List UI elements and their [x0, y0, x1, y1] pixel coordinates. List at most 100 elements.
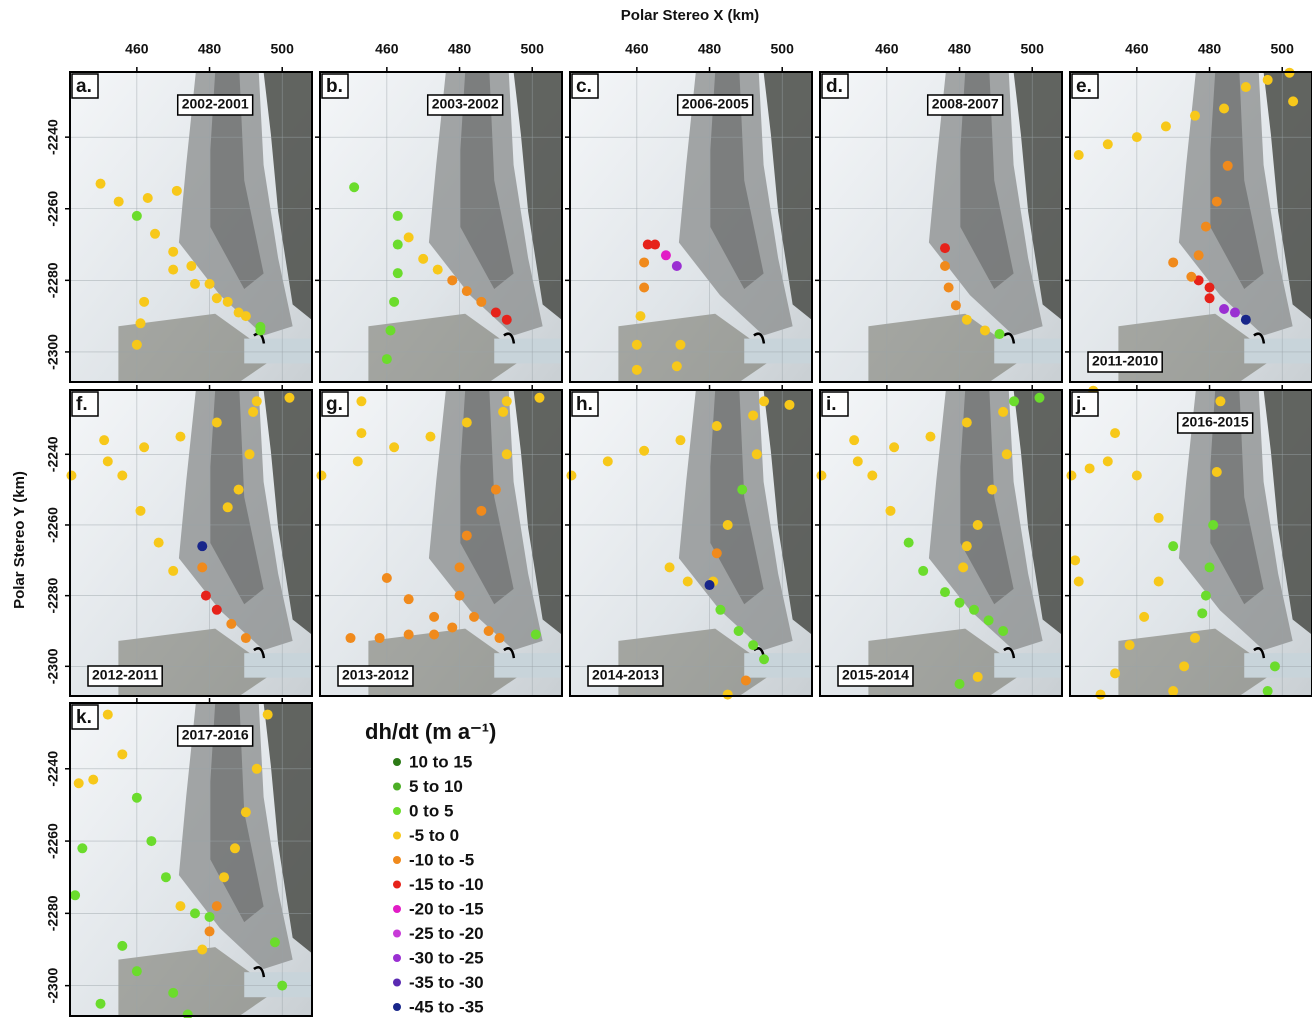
data-point: [849, 435, 859, 445]
data-point: [484, 626, 494, 636]
data-point: [172, 186, 182, 196]
y-tick-label: -2260: [45, 507, 61, 543]
data-point: [1132, 471, 1142, 481]
data-point: [1179, 661, 1189, 671]
data-point: [1190, 111, 1200, 121]
y-tick-label: -2280: [45, 262, 61, 298]
panel-letter: i.: [826, 394, 837, 415]
legend-marker: [393, 807, 401, 815]
data-point: [1168, 541, 1178, 551]
data-point: [96, 999, 106, 1009]
data-point: [161, 872, 171, 882]
y-tick-label: -2260: [45, 823, 61, 859]
panel-letter: g.: [326, 394, 343, 415]
data-point: [944, 282, 954, 292]
data-point: [951, 300, 961, 310]
ice-shelf: [494, 339, 562, 364]
data-point: [375, 633, 385, 643]
x-tick-label: 460: [125, 41, 149, 57]
panel: 460480500d.2008-2007: [815, 41, 1062, 382]
period-label: 2014-2013: [592, 667, 659, 683]
data-point: [349, 182, 359, 192]
data-point: [1215, 396, 1225, 406]
panel: j.2016-2015: [1065, 385, 1312, 700]
data-point: [205, 912, 215, 922]
data-point: [1201, 222, 1211, 232]
panel: h. 2014-2013: [565, 385, 812, 700]
panel: i. 2015-2014: [815, 385, 1062, 696]
x-axis-label: Polar Stereo X (km): [621, 7, 759, 24]
data-point: [1154, 577, 1164, 587]
data-point: [447, 622, 457, 632]
data-point: [245, 449, 255, 459]
data-point: [1066, 471, 1076, 481]
data-point: [531, 630, 541, 640]
data-point: [1212, 467, 1222, 477]
data-point: [955, 598, 965, 608]
data-point: [201, 591, 211, 601]
data-point: [404, 232, 414, 242]
data-point: [175, 901, 185, 911]
data-point: [99, 435, 109, 445]
ice-shelf: [744, 653, 812, 677]
data-point: [639, 282, 649, 292]
panel-letter: a.: [76, 76, 92, 97]
data-point: [534, 393, 544, 403]
data-point: [603, 456, 613, 466]
data-point: [382, 573, 392, 583]
y-tick-label: -2260: [45, 191, 61, 227]
data-point: [393, 268, 403, 278]
data-point: [1139, 612, 1149, 622]
panel: 460480500b.2003-2002: [315, 41, 562, 382]
data-point: [234, 485, 244, 495]
data-point: [748, 640, 758, 650]
legend-label: -15 to -10: [409, 875, 484, 894]
panel-letter: e.: [1076, 76, 1092, 97]
data-point: [1125, 640, 1135, 650]
data-point: [498, 407, 508, 417]
data-point: [88, 775, 98, 785]
period-label: 2002-2001: [182, 96, 249, 112]
legend-marker: [393, 856, 401, 864]
page: {"chart_data": { "type": "scatter", "x_l…: [0, 0, 1312, 1018]
data-point: [998, 626, 1008, 636]
legend-label: 10 to 15: [409, 752, 472, 771]
period-label: 2015-2014: [842, 667, 909, 683]
data-point: [734, 626, 744, 636]
x-tick-label: 480: [948, 41, 972, 57]
data-point: [1197, 608, 1207, 618]
data-point: [356, 428, 366, 438]
data-point: [132, 340, 142, 350]
data-point: [117, 471, 127, 481]
data-point: [1034, 393, 1044, 403]
data-point: [712, 421, 722, 431]
y-tick-label: -2300: [45, 648, 61, 684]
data-point: [566, 471, 576, 481]
data-point: [984, 615, 994, 625]
data-point: [962, 541, 972, 551]
period-label: 2003-2002: [432, 96, 499, 112]
data-point: [132, 966, 142, 976]
x-tick-label: 480: [448, 41, 472, 57]
data-point: [197, 562, 207, 572]
data-point: [816, 471, 826, 481]
panel: 460480500e.2011-2010: [1065, 41, 1312, 382]
data-point: [712, 548, 722, 558]
data-point: [205, 279, 215, 289]
data-point: [1205, 562, 1215, 572]
legend-title: dh/dt (m a⁻¹): [365, 719, 496, 744]
panel-letter: h.: [576, 394, 593, 415]
data-point: [255, 322, 265, 332]
data-point: [495, 633, 505, 643]
data-point: [103, 456, 113, 466]
data-point: [139, 442, 149, 452]
data-point: [491, 308, 501, 318]
data-point: [277, 981, 287, 991]
data-point: [1009, 396, 1019, 406]
x-tick-label: 460: [625, 41, 649, 57]
data-point: [132, 793, 142, 803]
data-point: [502, 315, 512, 325]
legend-marker: [393, 905, 401, 913]
y-tick-label: -2240: [45, 436, 61, 472]
